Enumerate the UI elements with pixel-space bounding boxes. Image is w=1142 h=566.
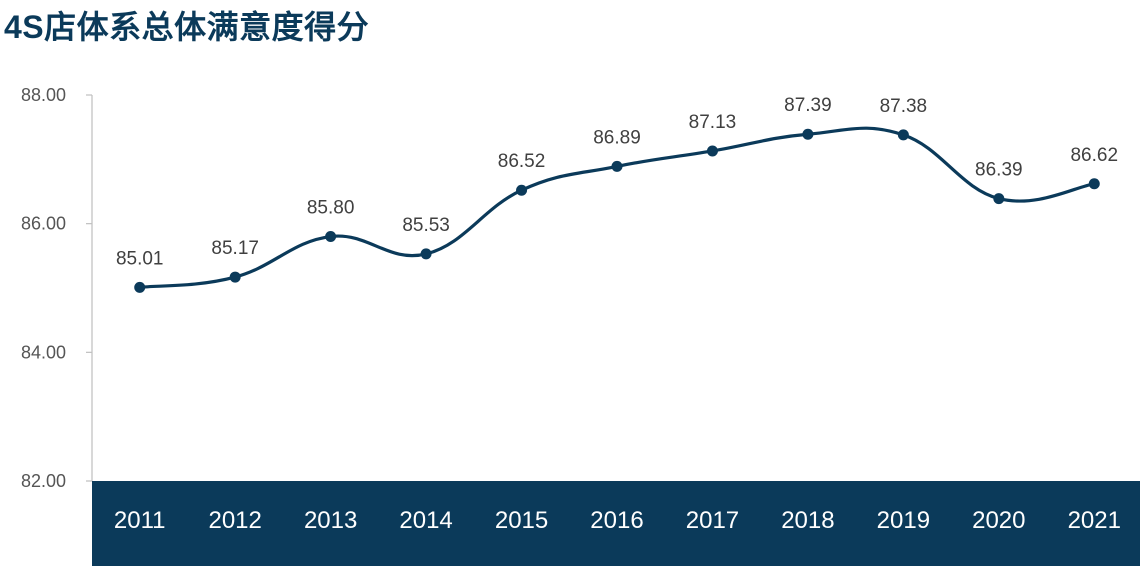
data-label: 86.39 xyxy=(975,160,1023,181)
y-tick-label: 84.00 xyxy=(21,342,66,362)
data-label: 86.62 xyxy=(1070,145,1118,166)
y-tick-label: 82.00 xyxy=(21,471,66,491)
data-label: 86.52 xyxy=(498,151,546,172)
x-tick-label: 2013 xyxy=(304,507,357,534)
x-tick-label: 2020 xyxy=(972,507,1025,534)
data-point xyxy=(993,193,1005,205)
x-tick-label: 2017 xyxy=(686,507,739,534)
y-tick-label: 88.00 xyxy=(21,85,66,105)
data-label: 87.39 xyxy=(784,95,832,116)
data-point xyxy=(802,128,814,140)
y-axis-ticks: 82.00 84.00 86.00 88.00 xyxy=(21,85,92,491)
x-tick-label: 2021 xyxy=(1068,507,1121,534)
data-label: 87.13 xyxy=(689,112,737,133)
data-point xyxy=(420,248,432,260)
series-points xyxy=(134,128,1100,293)
data-point xyxy=(134,281,146,293)
data-label: 85.80 xyxy=(307,198,355,219)
y-tick-label: 86.00 xyxy=(21,214,66,234)
data-labels: 85.01 85.17 85.80 85.53 86.52 86.89 87.13 87.39… xyxy=(116,95,1118,269)
data-point xyxy=(325,231,337,243)
series-line xyxy=(138,126,1096,289)
x-axis-ticks: 2011 2012 2013 2014 2015 2016 2017 2018 2019 2020… xyxy=(114,507,1121,534)
data-point xyxy=(706,145,718,157)
x-tick-label: 2019 xyxy=(877,507,930,534)
data-label: 85.53 xyxy=(402,215,450,236)
x-tick-label: 2015 xyxy=(495,507,548,534)
data-label: 86.89 xyxy=(593,127,641,148)
chart-title: 4S店体系总体满意度得分 xyxy=(4,9,370,45)
x-tick-label: 2016 xyxy=(590,507,643,534)
data-point xyxy=(1088,178,1100,190)
data-label: 85.01 xyxy=(116,248,164,269)
data-point xyxy=(229,271,241,283)
data-point xyxy=(516,184,528,196)
data-point xyxy=(611,160,623,172)
data-label: 85.17 xyxy=(211,238,259,259)
x-tick-label: 2012 xyxy=(208,507,261,534)
x-tick-label: 2014 xyxy=(399,507,452,534)
x-tick-label: 2011 xyxy=(114,507,166,534)
data-label: 87.38 xyxy=(880,96,928,117)
x-axis-band xyxy=(92,481,1140,566)
data-point xyxy=(897,129,909,141)
x-tick-label: 2018 xyxy=(781,507,834,534)
